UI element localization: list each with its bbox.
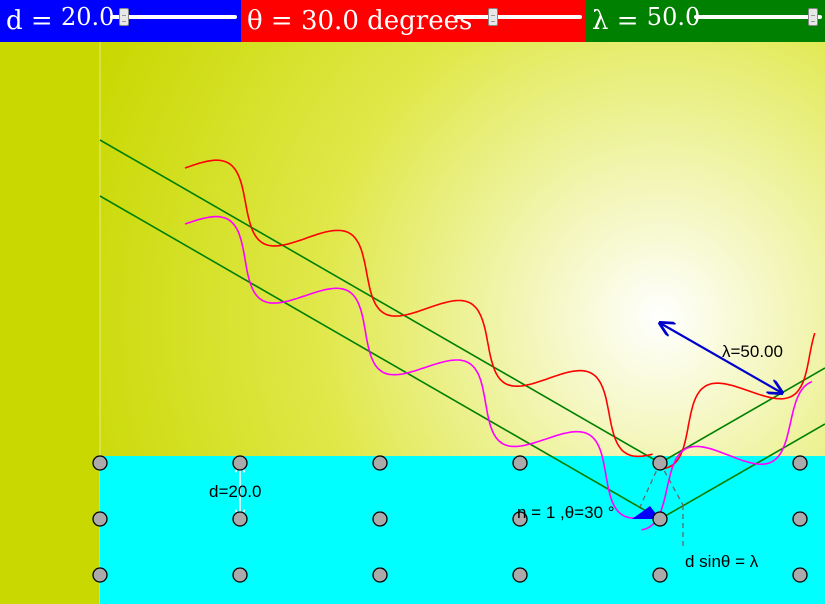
- atom: [512, 567, 528, 583]
- diffraction-diagram: λ=50.00 d=20.0 n = 1 ,θ=30 ° d sinθ = λ: [0, 42, 825, 604]
- lambda-slider-thumb[interactable]: [808, 8, 819, 26]
- atom: [232, 511, 248, 527]
- angle-wedge: [632, 506, 660, 519]
- atom: [652, 455, 668, 471]
- atom: [652, 567, 668, 583]
- crystal-region: [100, 456, 825, 604]
- control-bar: d = 20.0 θ = 30.0 degrees λ = 50.0: [0, 0, 825, 42]
- wavelength-label: λ=50.00: [722, 342, 783, 361]
- lambda-control-panel: λ = 50.0: [586, 0, 825, 42]
- theta-slider-track[interactable]: [455, 15, 582, 19]
- d-slider-track[interactable]: [110, 15, 237, 19]
- wave-top: [184, 159, 653, 458]
- atom: [792, 511, 808, 527]
- atom-lattice: [92, 455, 808, 583]
- bragg-condition-label: d sinθ = λ: [685, 552, 759, 571]
- atom: [512, 511, 528, 527]
- atom: [512, 455, 528, 471]
- wavelength-arrow: [660, 323, 782, 393]
- spacing-label: d=20.0: [209, 482, 261, 501]
- atom: [372, 511, 388, 527]
- theta-value: 30.0: [300, 6, 359, 36]
- lambda-slider-track[interactable]: [694, 15, 822, 19]
- atom: [92, 567, 108, 583]
- theta-unit: degrees: [358, 6, 473, 36]
- wave-bottom: [184, 215, 636, 519]
- atom: [372, 567, 388, 583]
- atom: [232, 455, 248, 471]
- d-value: 20.0: [60, 3, 115, 31]
- path-difference-line-right: [659, 462, 684, 506]
- atom: [92, 511, 108, 527]
- atom: [92, 455, 108, 471]
- theta-label: θ =: [247, 6, 301, 36]
- atom: [792, 567, 808, 583]
- atom: [792, 455, 808, 471]
- d-label: d =: [6, 6, 61, 36]
- atom: [232, 567, 248, 583]
- wave-bottom-reflected: [641, 380, 813, 531]
- d-control-panel: d = 20.0: [0, 0, 241, 42]
- order-angle-label: n = 1 ,θ=30 °: [517, 503, 615, 522]
- lambda-label: λ =: [592, 6, 647, 36]
- atom: [372, 455, 388, 471]
- d-slider-thumb[interactable]: [119, 8, 130, 26]
- theta-slider-thumb[interactable]: [487, 8, 498, 26]
- theta-control-panel: θ = 30.0 degrees: [241, 0, 586, 42]
- air-region: [100, 42, 825, 456]
- path-difference-line-left: [639, 462, 661, 508]
- left-margin: [0, 42, 100, 604]
- lambda-value: 50.0: [646, 3, 701, 31]
- atom: [652, 511, 668, 527]
